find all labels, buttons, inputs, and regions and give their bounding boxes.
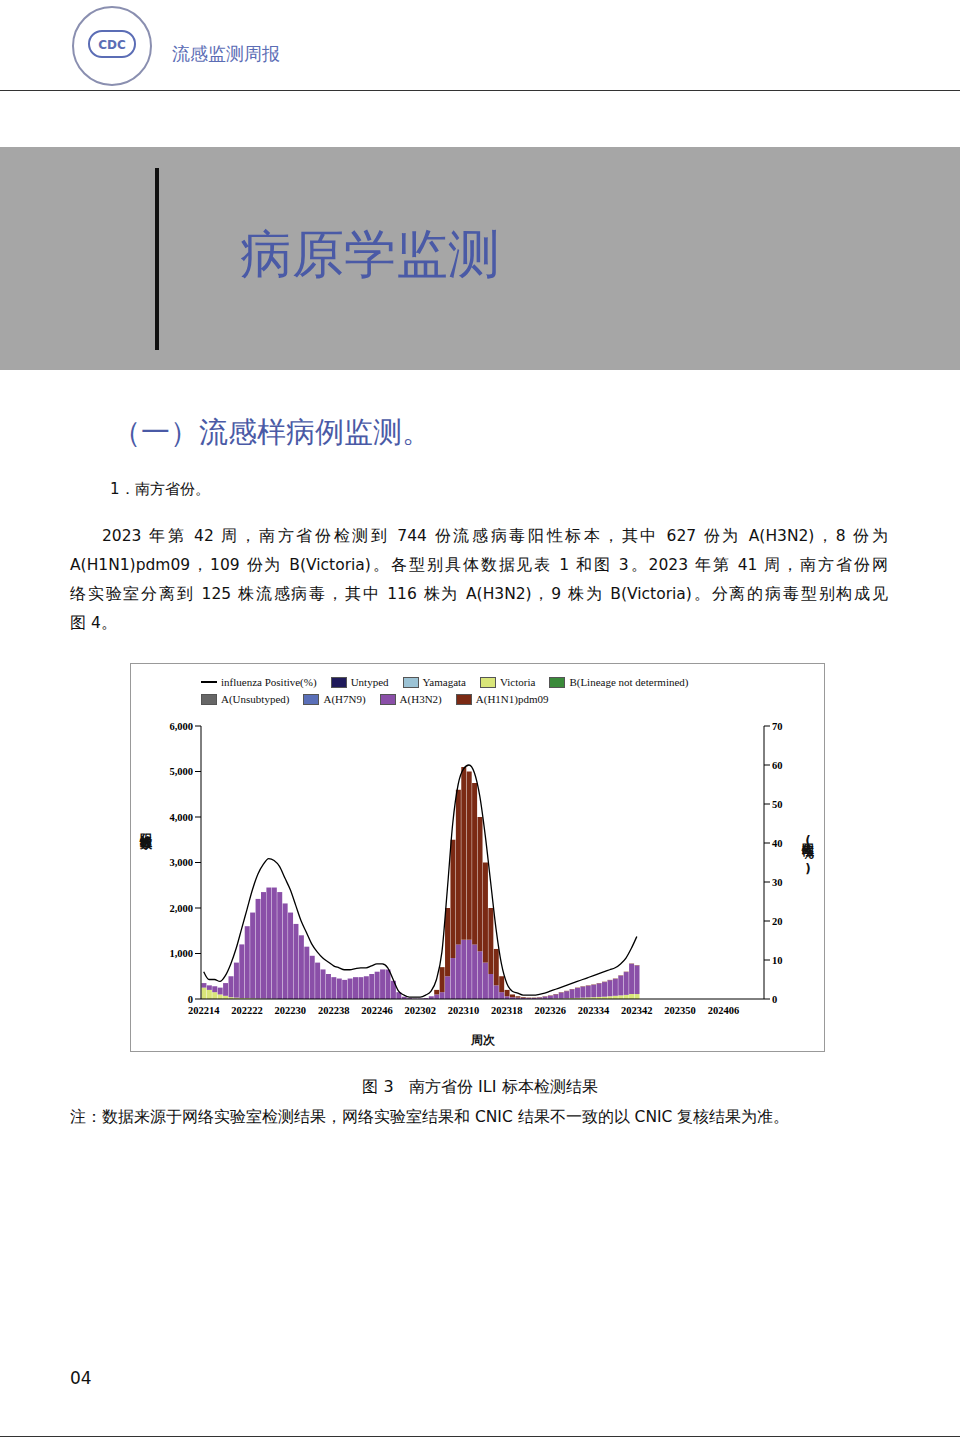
svg-text:10: 10	[772, 955, 783, 966]
svg-text:60: 60	[772, 760, 783, 771]
svg-text:5,000: 5,000	[169, 766, 193, 777]
svg-text:50: 50	[772, 799, 783, 810]
svg-text:20: 20	[772, 916, 783, 927]
svg-text:202230: 202230	[275, 1005, 307, 1016]
html-text:04: 04	[70, 1368, 92, 1388]
html-text:A(H1N1)pdm09: A(H1N1)pdm09	[475, 693, 549, 705]
svg-text:2,000: 2,000	[169, 903, 193, 914]
html-text:1．南方省份。: 1．南方省份。	[110, 480, 210, 498]
html-text:络实验室分离到 125 株流感病毒，其中 116 株为 A(: 络实验室分离到 125 株流感病毒，其中 116 株为 A(H3N2)，9 株为…	[70, 585, 888, 603]
html-text:A(Unsubtyped): A(Unsubtyped)	[221, 693, 290, 705]
html-text:A(H7N9): A(H7N9)	[323, 693, 366, 705]
svg-text:30: 30	[772, 877, 783, 888]
svg-text:202350: 202350	[664, 1005, 696, 1016]
svg-text:202214: 202214	[188, 1005, 220, 1016]
html-text:病原学监测: 病原学监测	[240, 224, 500, 284]
html-text:图 4。: 图 4。	[70, 614, 117, 632]
svg-text:202342: 202342	[621, 1005, 653, 1016]
svg-text:202246: 202246	[361, 1005, 393, 1016]
svg-text:202406: 202406	[708, 1005, 740, 1016]
svg-text:202238: 202238	[318, 1005, 350, 1016]
svg-text:202310: 202310	[448, 1005, 480, 1016]
svg-text:0: 0	[772, 994, 777, 1005]
svg-text:6,000: 6,000	[169, 721, 193, 732]
svg-text:202222: 202222	[231, 1005, 262, 1016]
html-text:A(H1N1)pdm09，109 份为 B(Victoria: A(H1N1)pdm09，109 份为 B(Victoria)。各型别具体数据见…	[70, 556, 888, 574]
svg-text:4,000: 4,000	[169, 812, 193, 823]
html-text:阳性率(%): 阳性率(%)	[801, 834, 815, 876]
html-text:B(Lineage not determined): B(Lineage not determined)	[569, 676, 689, 688]
svg-text:202318: 202318	[491, 1005, 523, 1016]
html-text:Untyped: Untyped	[350, 676, 389, 688]
svg-text:0: 0	[188, 994, 193, 1005]
html-text:图 3 南方省份 ILI 标本检测结果: 图 3 南方省份 ILI 标本检测结果	[362, 1077, 598, 1096]
html-text:Victoria: Victoria	[500, 676, 536, 688]
svg-text:3,000: 3,000	[169, 857, 193, 868]
svg-text:202334: 202334	[578, 1005, 610, 1016]
svg-text:1,000: 1,000	[169, 948, 193, 959]
html-text:流感监测周报: 流感监测周报	[172, 43, 280, 64]
svg-text:202326: 202326	[534, 1005, 566, 1016]
html-text:influenza Positive(%): influenza Positive(%)	[221, 676, 317, 688]
html-text:Yamagata: Yamagata	[422, 676, 466, 688]
html-text:2023 年第 42 周，南方省份检测到 744 份流感病毒: 2023 年第 42 周，南方省份检测到 744 份流感病毒阳性标本，其中 62…	[102, 527, 888, 545]
svg-text:202302: 202302	[404, 1005, 436, 1016]
svg-text:40: 40	[772, 838, 783, 849]
html-text:A(H3N2): A(H3N2)	[399, 693, 442, 705]
html-text:注：数据来源于网络实验室检测结果，网络实验室结果和 CNIC: 注：数据来源于网络实验室检测结果，网络实验室结果和 CNIC 结果不一致的以 C…	[70, 1108, 790, 1126]
html-text:CDC: CDC	[98, 38, 126, 52]
svg-text:70: 70	[772, 721, 783, 732]
html-text:阳性标本数: 阳性标本数	[139, 824, 153, 829]
html-text:周次: 周次	[471, 1033, 495, 1047]
html-text:（一）流感样病例监测。: （一）流感样病例监测。	[112, 415, 431, 449]
